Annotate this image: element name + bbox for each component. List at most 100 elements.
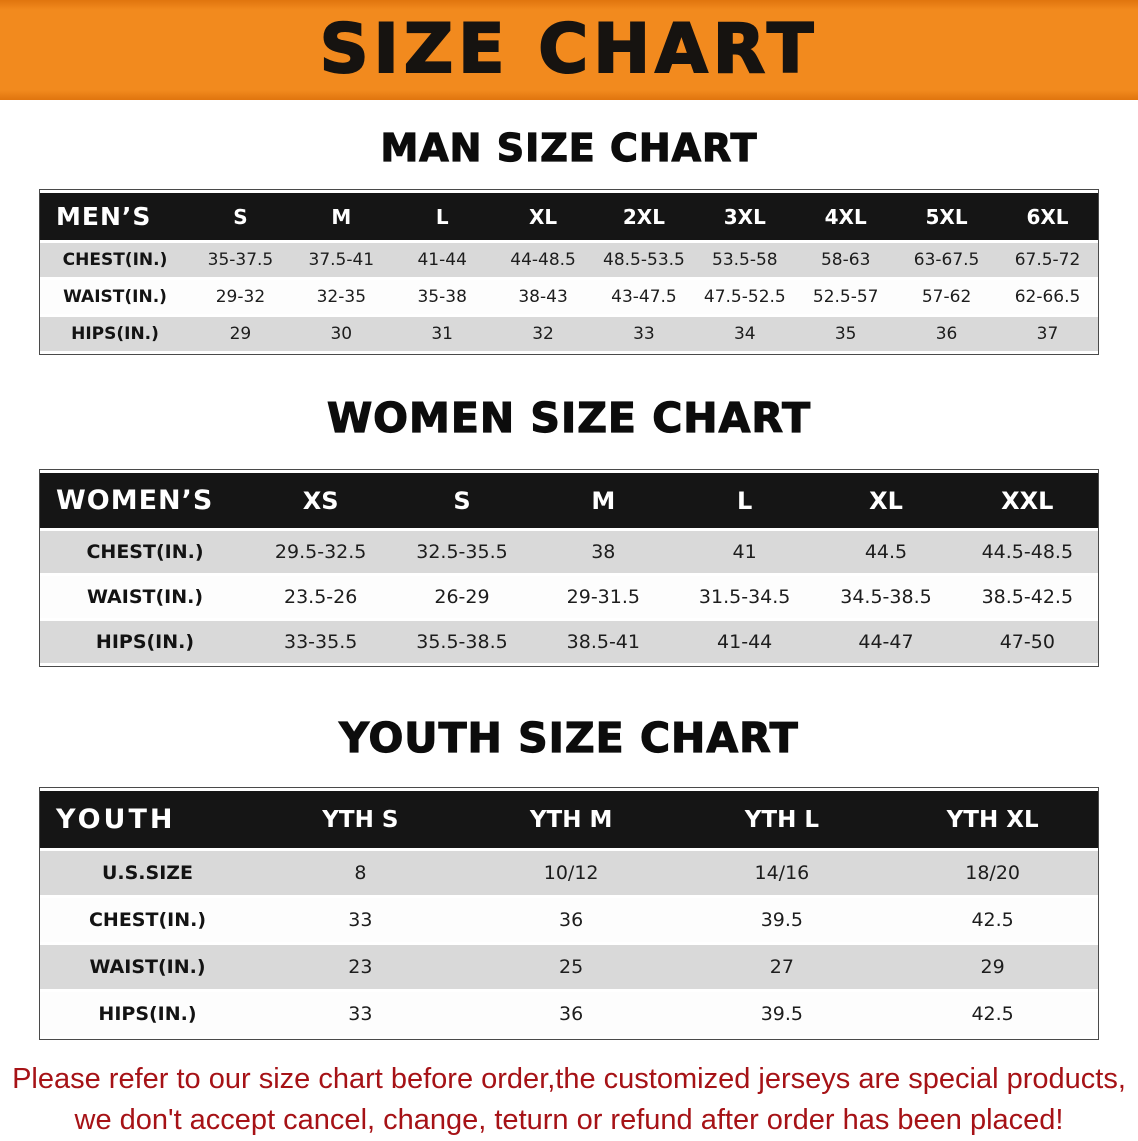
disclaimer-line-2: we don't accept cancel, change, teturn o… bbox=[74, 1104, 1064, 1137]
size-value-cell: 37.5-41 bbox=[308, 250, 375, 270]
size-value-cell: 57-62 bbox=[921, 287, 972, 307]
size-column-header: S bbox=[453, 486, 471, 515]
size-column-header: YTH M bbox=[529, 806, 613, 833]
size-column-header: 6XL bbox=[1026, 204, 1069, 229]
size-value-cell: 31 bbox=[431, 324, 453, 344]
table-title-cell: YOUTH bbox=[56, 804, 176, 835]
size-value-cell: 42.5 bbox=[971, 909, 1014, 931]
size-value-cell: 23 bbox=[348, 956, 373, 978]
measurement-label: HIPS(IN.) bbox=[71, 324, 159, 344]
youth-section-heading: YOUTH SIZE CHART bbox=[339, 713, 799, 762]
size-value-cell: 38.5-42.5 bbox=[981, 586, 1074, 608]
size-value-cell: 35-38 bbox=[417, 287, 467, 307]
measurement-label: HIPS(IN.) bbox=[95, 631, 195, 653]
size-value-cell: 8 bbox=[354, 862, 367, 884]
banner: SIZE CHART bbox=[0, 0, 1138, 100]
size-value-cell: 42.5 bbox=[971, 1003, 1014, 1025]
size-column-header: 2XL bbox=[622, 204, 665, 229]
measurement-row: CHEST(IN.) 29.5-32.5 32.5-35.5 38 41 44.5 44.5… bbox=[40, 531, 1098, 573]
measurement-row: WAIST(IN.) 23.5-26 26-29 29-31.5 31.5-34.5 34… bbox=[40, 576, 1098, 618]
size-value-cell: 29 bbox=[229, 324, 252, 344]
size-value-cell: 35.5-38.5 bbox=[416, 631, 508, 653]
measurement-row: WAIST(IN.) 29-32 32-35 35-38 38-43 43-47.5 47.… bbox=[40, 280, 1098, 314]
size-value-cell: 36 bbox=[559, 909, 584, 931]
youth-size-table: YOUTH YTH S YTH M YTH L YTH XL U.S.SIZE 8 10/12… bbox=[40, 788, 1098, 1039]
size-value-cell: 10/12 bbox=[543, 862, 599, 884]
size-value-cell: 29-31.5 bbox=[566, 586, 640, 608]
size-value-cell: 44.5 bbox=[864, 541, 908, 563]
size-value-cell: 33 bbox=[633, 324, 655, 344]
size-column-header: 5XL bbox=[925, 204, 968, 229]
size-column-header: L bbox=[435, 204, 449, 229]
size-value-cell: 29 bbox=[980, 956, 1005, 978]
size-value-cell: 36 bbox=[559, 1003, 584, 1025]
size-value-cell: 32-35 bbox=[316, 287, 367, 307]
measurement-label: WAIST(IN.) bbox=[89, 956, 206, 978]
size-value-cell: 44-47 bbox=[858, 631, 914, 653]
disclaimer-line-1: Please refer to our size chart before or… bbox=[12, 1063, 1126, 1095]
size-value-cell: 39.5 bbox=[760, 1003, 804, 1025]
size-value-cell: 32 bbox=[532, 324, 554, 344]
size-column-header: XL bbox=[528, 204, 558, 229]
size-value-cell: 47-50 bbox=[999, 631, 1055, 653]
size-value-cell: 25 bbox=[559, 956, 584, 978]
size-value-cell: 34 bbox=[733, 324, 756, 344]
size-value-cell: 35 bbox=[834, 324, 857, 344]
size-value-cell: 38.5-41 bbox=[566, 631, 640, 653]
size-value-cell: 52.5-57 bbox=[812, 287, 879, 307]
youth-section: YOUTH SIZE CHART YOUTH YTH S YTH M YTH L YTH… bbox=[0, 713, 1138, 1039]
table-title-cell: WOMEN’S bbox=[56, 485, 214, 516]
size-value-cell: 47.5-52.5 bbox=[703, 287, 786, 307]
size-column-header: S bbox=[233, 204, 248, 229]
size-value-cell: 29.5-32.5 bbox=[274, 541, 367, 563]
size-value-cell: 29-32 bbox=[215, 287, 266, 307]
size-value-cell: 41-44 bbox=[417, 250, 467, 270]
size-value-cell: 44.5-48.5 bbox=[981, 541, 1074, 563]
size-column-header: YTH L bbox=[744, 806, 819, 833]
size-value-cell: 48.5-53.5 bbox=[603, 250, 685, 270]
table-header-row: MEN’S S M L XL 2XL 3XL 4XL 5XL 6XL bbox=[40, 193, 1098, 240]
size-value-cell: 35-37.5 bbox=[207, 250, 274, 270]
size-value-cell: 31.5-34.5 bbox=[698, 586, 791, 608]
size-value-cell: 34.5-38.5 bbox=[840, 586, 932, 608]
size-column-header: XL bbox=[869, 486, 903, 515]
size-column-header: M bbox=[591, 486, 616, 515]
size-value-cell: 27 bbox=[769, 956, 794, 978]
size-value-cell: 30 bbox=[330, 324, 353, 344]
measurement-label: CHEST(IN.) bbox=[62, 250, 168, 270]
size-column-header: YTH XL bbox=[946, 806, 1039, 833]
size-value-cell: 38-43 bbox=[518, 287, 568, 307]
size-value-cell: 33 bbox=[348, 1003, 373, 1025]
size-column-header: 4XL bbox=[824, 204, 867, 229]
size-value-cell: 18/20 bbox=[965, 862, 1020, 884]
measurement-row: CHEST(IN.) 35-37.5 37.5-41 41-44 44-48.5 48.5… bbox=[40, 243, 1098, 277]
measurement-label: CHEST(IN.) bbox=[86, 541, 204, 563]
measurement-row: HIPS(IN.) 33-35.5 35.5-38.5 38.5-41 41-44 44-… bbox=[40, 621, 1098, 663]
womens-size-table: WOMEN’S XS S M L XL XXL CHEST(IN.) 29.5-32.5 32.5… bbox=[40, 470, 1098, 666]
measurement-row: WAIST(IN.) 23 25 27 29 bbox=[40, 945, 1098, 989]
mens-section-heading: MAN SIZE CHART bbox=[380, 125, 758, 170]
size-value-cell: 23.5-26 bbox=[283, 586, 358, 608]
womens-section: WOMEN SIZE CHART WOMEN’S XS S M L XL XXL CHEST(… bbox=[0, 393, 1138, 666]
size-value-cell: 43-47.5 bbox=[611, 287, 677, 307]
table-title-cell: MEN’S bbox=[56, 202, 152, 231]
size-value-cell: 26-29 bbox=[434, 586, 490, 608]
measurement-label: WAIST(IN.) bbox=[63, 287, 167, 307]
size-value-cell: 41-44 bbox=[717, 631, 773, 653]
measurement-row: HIPS(IN.) 33 36 39.5 42.5 bbox=[40, 992, 1098, 1036]
size-column-header: XXL bbox=[1001, 486, 1054, 515]
measurement-row: U.S.SIZE 8 10/12 14/16 18/20 bbox=[40, 851, 1098, 895]
measurement-label: CHEST(IN.) bbox=[88, 909, 207, 931]
size-value-cell: 33-35.5 bbox=[283, 631, 358, 653]
size-value-cell: 41 bbox=[732, 541, 757, 563]
disclaimer: Please refer to our size chart before or… bbox=[0, 1059, 1138, 1141]
size-value-cell: 53.5-58 bbox=[712, 250, 778, 270]
womens-section-heading: WOMEN SIZE CHART bbox=[326, 393, 812, 442]
size-value-cell: 39.5 bbox=[760, 909, 804, 931]
size-column-header: 3XL bbox=[723, 204, 766, 229]
size-value-cell: 14/16 bbox=[754, 862, 810, 884]
measurement-label: HIPS(IN.) bbox=[98, 1003, 197, 1025]
size-value-cell: 44-48.5 bbox=[510, 250, 576, 270]
measurement-label: U.S.SIZE bbox=[101, 862, 194, 884]
